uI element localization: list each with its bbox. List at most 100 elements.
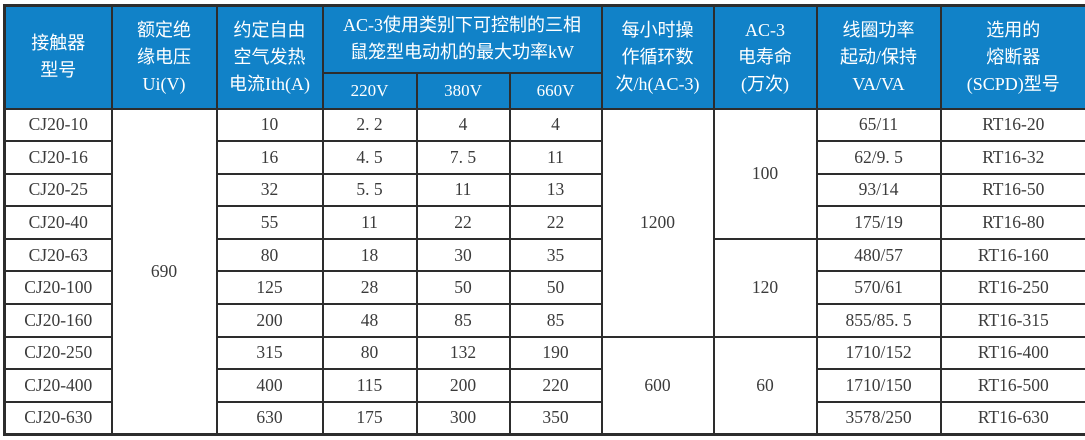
model-cell: CJ20-40: [3, 205, 113, 240]
table-cell: 80: [321, 335, 418, 371]
table-cell: RT16-80: [939, 205, 1085, 240]
table-cell: 80: [215, 237, 324, 273]
contactor-spec-table: 接触器 型号 额定绝 缘电压 Ui(V) 约定自由 空气发热 电流Ith(A) AC-…: [3, 4, 1085, 436]
table-cell: 18: [321, 237, 418, 273]
table-cell: RT16-630: [939, 400, 1085, 436]
header-voltage-380v: 380V: [415, 71, 511, 110]
table-cell: 480/57: [815, 237, 942, 273]
model-cell: CJ20-630: [3, 400, 113, 436]
table-cell: RT16-20: [939, 107, 1085, 143]
header-rated-insulation-voltage: 额定绝 缘电压 Ui(V): [110, 4, 218, 110]
table-cell: 315: [215, 335, 324, 371]
table-cell: 125: [215, 270, 324, 306]
table-cell: RT16-500: [939, 368, 1085, 403]
table-cell: 93/14: [815, 172, 942, 208]
table-row: CJ20-100 125 28 50 50 570/61 RT16-250: [3, 270, 1085, 306]
table-cell: 22: [415, 205, 511, 240]
table-row: CJ20-16 16 4. 5 7. 5 11 62/9. 5 RT16-32: [3, 140, 1085, 175]
table-row: CJ20-25 32 5. 5 11 13 93/14 RT16-50: [3, 172, 1085, 208]
table-cell: 50: [508, 270, 603, 306]
table-cell: 28: [321, 270, 418, 306]
table-cell: 50: [415, 270, 511, 306]
header-ac3-max-power: AC-3使用类别下可控制的三相 鼠笼型电动机的最大功率kW: [321, 4, 603, 74]
table-cell: 48: [321, 303, 418, 338]
table-cell: RT16-50: [939, 172, 1085, 208]
table-cell: 22: [508, 205, 603, 240]
table-cell: 4: [415, 107, 511, 143]
table-body: CJ20-10 690 10 2. 2 4 4 1200 100 65/11 RT16-20 CJ2…: [3, 107, 1085, 436]
model-cell: CJ20-10: [3, 107, 113, 143]
table-cell: RT16-160: [939, 237, 1085, 273]
table-cell: 175/19: [815, 205, 942, 240]
table-row: CJ20-160 200 48 85 85 855/85. 5 RT16-315: [3, 303, 1085, 338]
table-cell: 855/85. 5: [815, 303, 942, 338]
table-cell: RT16-400: [939, 335, 1085, 371]
table-cell: 55: [215, 205, 324, 240]
header-thermal-current: 约定自由 空气发热 电流Ith(A): [215, 4, 324, 110]
header-row: 接触器 型号 额定绝 缘电压 Ui(V) 约定自由 空气发热 电流Ith(A) AC-…: [3, 4, 1085, 110]
model-cell: CJ20-160: [3, 303, 113, 338]
header-fuse-model: 选用的 熔断器 (SCPD)型号: [939, 4, 1085, 110]
cycles-cell: 600: [600, 335, 715, 436]
table-cell: 32: [215, 172, 324, 208]
table-cell: 4. 5: [321, 140, 418, 175]
model-cell: CJ20-250: [3, 335, 113, 371]
table-cell: 7. 5: [415, 140, 511, 175]
table-cell: 115: [321, 368, 418, 403]
life-cell: 100: [712, 107, 818, 240]
cycles-cell: 1200: [600, 107, 715, 338]
header-voltage-220v: 220V: [321, 71, 418, 110]
table-cell: 30: [415, 237, 511, 273]
table-header: 接触器 型号 额定绝 缘电压 Ui(V) 约定自由 空气发热 电流Ith(A) AC-…: [3, 4, 1085, 110]
table-cell: 350: [508, 400, 603, 436]
model-cell: CJ20-25: [3, 172, 113, 208]
insulation-voltage-cell: 690: [110, 107, 218, 436]
table-cell: 62/9. 5: [815, 140, 942, 175]
header-row: 220V 380V 660V: [5, 71, 1085, 110]
header-voltage-660v: 660V: [508, 71, 603, 110]
model-cell: CJ20-16: [3, 140, 113, 175]
table-cell: 5. 5: [321, 172, 418, 208]
table-row: CJ20-10 690 10 2. 2 4 4 1200 100 65/11 RT16-20: [3, 107, 1085, 436]
table-cell: 4: [508, 107, 603, 143]
table-cell: RT16-315: [939, 303, 1085, 338]
table-cell: 132: [415, 335, 511, 371]
header-ac3-electrical-life: AC-3 电寿命 (万次): [712, 4, 818, 110]
table-cell: 11: [415, 172, 511, 208]
table-cell: 570/61: [815, 270, 942, 306]
table-cell: 85: [415, 303, 511, 338]
model-cell: CJ20-100: [3, 270, 113, 306]
table-row: CJ20-63 80 18 30 35 120 480/57 RT16-160: [3, 237, 1085, 338]
table-cell: 16: [215, 140, 324, 175]
table-cell: 2. 2: [321, 107, 418, 143]
table-cell: 3578/250: [815, 400, 942, 436]
table-cell: 200: [415, 368, 511, 403]
table-cell: 85: [508, 303, 603, 338]
table-cell: 1710/152: [815, 335, 942, 371]
table-cell: RT16-32: [939, 140, 1085, 175]
table-row: CJ20-250 315 80 132 190 600 60 1710/152 RT16-400: [3, 335, 1085, 436]
table-cell: 190: [508, 335, 603, 371]
header-coil-power: 线圈功率 起动/保持 VA/VA: [815, 4, 942, 110]
header-contactor-model: 接触器 型号: [3, 4, 113, 110]
table-cell: 300: [415, 400, 511, 436]
table-cell: 65/11: [815, 107, 942, 143]
table-cell: 630: [215, 400, 324, 436]
table-row: CJ20-400 400 115 200 220 1710/150 RT16-500: [3, 368, 1085, 403]
table-cell: 220: [508, 368, 603, 403]
table-cell: 1710/150: [815, 368, 942, 403]
table-cell: RT16-250: [939, 270, 1085, 306]
table-cell: 35: [508, 237, 603, 273]
table-cell: 200: [215, 303, 324, 338]
table-cell: 11: [508, 140, 603, 175]
header-operating-cycles-per-hour: 每小时操 作循环数 次/h(AC-3): [600, 4, 715, 110]
life-cell: 120: [712, 237, 818, 338]
table-row: CJ20-40 55 11 22 22 175/19 RT16-80: [3, 205, 1085, 240]
model-cell: CJ20-400: [3, 368, 113, 403]
model-cell: CJ20-63: [3, 237, 113, 273]
table-row: CJ20-630 630 175 300 350 3578/250 RT16-630: [3, 400, 1085, 436]
table-cell: 11: [321, 205, 418, 240]
table-cell: 175: [321, 400, 418, 436]
life-cell: 60: [712, 335, 818, 436]
